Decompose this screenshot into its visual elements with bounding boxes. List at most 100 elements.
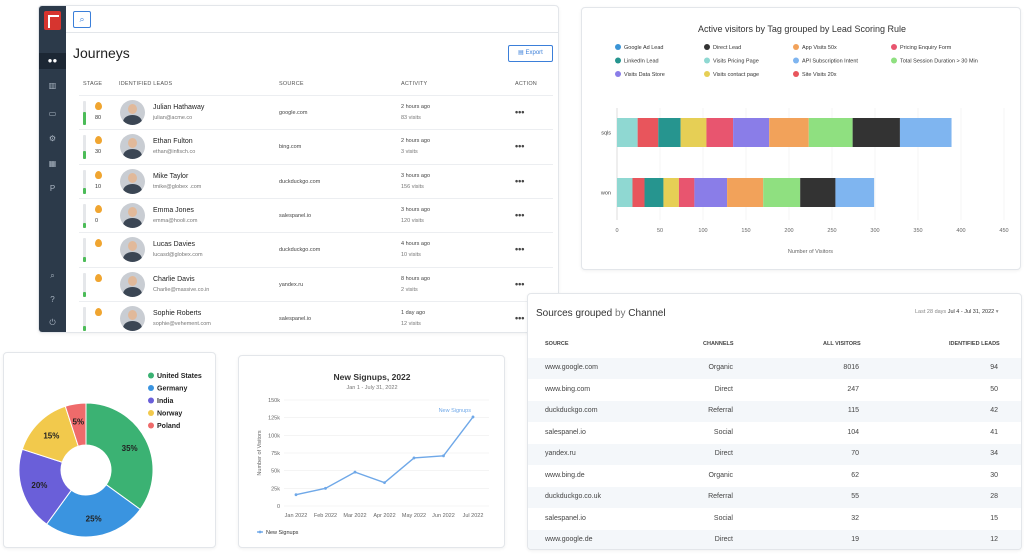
bar-segment[interactable] [852, 118, 900, 147]
action-menu-button[interactable]: ••• [515, 278, 525, 289]
action-menu-button[interactable]: ••• [515, 107, 525, 117]
table-row[interactable]: www.bing.de Organic 62 30 [545, 471, 998, 479]
table-row[interactable]: duckduckgo.co.uk Referral 55 28 [528, 487, 1021, 508]
lead-email: sophie@vehement.com [153, 320, 211, 327]
p-icon[interactable]: P [49, 184, 56, 193]
help-icon[interactable]: ? [50, 295, 55, 304]
col-stage: STAGE [83, 81, 103, 87]
legend-item: New Signups [266, 530, 299, 536]
bar-segment[interactable] [808, 118, 853, 147]
table-row[interactable]: 30 Ethan Fulton ethan@infisch.co bing.co… [79, 129, 553, 163]
lead-source: google.com [279, 110, 308, 116]
data-point[interactable] [383, 481, 386, 485]
data-point[interactable] [412, 456, 416, 460]
bar-segment[interactable] [617, 118, 638, 147]
bar-segment[interactable] [835, 178, 875, 207]
bar-segment[interactable] [694, 178, 728, 207]
avatar[interactable] [120, 237, 145, 263]
action-menu-button[interactable]: ••• [515, 209, 525, 220]
legend-swatch [615, 44, 621, 50]
pie-slice[interactable] [45, 483, 141, 538]
pie-slice[interactable] [85, 402, 154, 511]
bar-segment[interactable] [733, 118, 770, 147]
legend-swatch [891, 44, 897, 50]
data-point[interactable] [471, 415, 475, 419]
table-row[interactable]: Lucas Davies lucasd@globex.com duckduckg… [79, 232, 553, 266]
table-row[interactable]: www.bing.com Direct 247 50 [545, 385, 998, 393]
export-button[interactable]: ▤ Export [508, 45, 553, 62]
pie-slice[interactable] [64, 402, 87, 447]
legend-item: Pricing Enquiry Form [900, 45, 952, 51]
avatar[interactable] [120, 168, 145, 194]
bar-segment[interactable] [617, 178, 633, 207]
data-point[interactable] [324, 486, 327, 490]
search-icon[interactable]: ⌕ [50, 271, 55, 280]
bar-segment[interactable] [706, 118, 734, 147]
bar-segment[interactable] [644, 178, 664, 207]
search-button[interactable]: ⌕ [73, 11, 91, 28]
table-row[interactable]: www.google.de Direct 19 12 [528, 530, 1021, 549]
bar-segment[interactable] [769, 118, 809, 147]
table-row[interactable]: Charlie Davis Charlie@massive.co.in yand… [79, 266, 553, 301]
date-range-picker[interactable]: Last 28 days Jul 4 - Jul 31, 2022 ▾ [915, 309, 999, 315]
action-menu-button[interactable]: ••• [515, 312, 525, 323]
table-row[interactable]: yandex.ru Direct 70 34 [528, 444, 1021, 465]
lead-name[interactable]: Lucas Davies [153, 241, 196, 249]
bar-segment[interactable] [637, 118, 659, 147]
bar-segment[interactable] [663, 178, 679, 207]
y-tick-label: 75k [271, 451, 280, 457]
users-icon[interactable]: ●● [39, 53, 66, 69]
mail-icon[interactable]: ▭ [48, 109, 57, 118]
gear-icon[interactable]: ⚙ [48, 134, 57, 143]
power-icon[interactable]: ⏻ [49, 318, 56, 327]
table-row[interactable]: duckduckgo.com Referral 115 42 [528, 401, 1021, 422]
slice-label: 25% [86, 514, 102, 523]
action-menu-button[interactable]: ••• [515, 175, 525, 186]
bar-segment[interactable] [658, 118, 681, 147]
data-point[interactable] [442, 454, 445, 458]
col-action: ACTION [515, 81, 537, 87]
app-logo[interactable] [44, 11, 61, 30]
table-row[interactable]: www.google.com Organic 8016 94 [528, 358, 1021, 379]
lead-name[interactable]: Charlie Davis [153, 275, 195, 283]
col-leads: IDENTIFIED LEADS [119, 81, 173, 87]
avatar[interactable] [120, 305, 145, 331]
lead-name[interactable]: Sophie Roberts [153, 309, 202, 317]
avatar[interactable] [120, 100, 145, 125]
table-row[interactable]: Sophie Roberts sophie@vehement.com sales… [79, 300, 553, 332]
table-row[interactable]: 80 Julian Hathaway julian@acme.co google… [79, 95, 553, 129]
data-point[interactable] [353, 470, 357, 474]
action-menu-button[interactable]: ••• [515, 244, 525, 255]
action-menu-button[interactable]: ••• [515, 141, 525, 152]
fire-icon [95, 170, 102, 179]
bar-segment[interactable] [632, 178, 645, 207]
avatar[interactable] [120, 271, 145, 297]
pie-slice[interactable] [18, 448, 73, 525]
slice-label: 20% [31, 481, 47, 490]
legend-item: API Subscription Intent [802, 59, 858, 65]
chart-icon[interactable]: ▥ [48, 81, 57, 90]
bar-segment[interactable] [727, 178, 764, 207]
table-row[interactable]: 0 Emma Jones emma@hooli.com salespanel.i… [79, 197, 553, 232]
avatar[interactable] [120, 202, 145, 228]
lead-name[interactable]: Julian Hathaway [153, 104, 205, 111]
lead-name[interactable]: Emma Jones [153, 206, 194, 214]
fire-icon [95, 102, 102, 110]
bar-segment[interactable] [680, 118, 707, 147]
bar-segment[interactable] [899, 118, 952, 147]
table-row[interactable]: 10 Mike Taylor tmike@globex .com duckduc… [79, 163, 553, 198]
grid-icon[interactable]: ▦ [48, 159, 57, 168]
bar-segment[interactable] [678, 178, 695, 207]
bar-segment[interactable] [800, 178, 836, 207]
x-tick-label: 250 [827, 228, 836, 234]
table-row[interactable]: salespanel.io Social 32 15 [545, 514, 998, 522]
lead-name[interactable]: Mike Taylor [153, 172, 189, 180]
avatar[interactable] [120, 134, 145, 160]
bar-segment[interactable] [763, 178, 801, 207]
data-point[interactable] [294, 493, 298, 497]
table-row[interactable]: salespanel.io Social 104 41 [545, 428, 998, 436]
lead-name[interactable]: Ethan Fulton [153, 138, 193, 146]
y-axis-label: Number of Visitors [257, 430, 263, 475]
legend-item: Visits Pricing Page [713, 59, 759, 65]
x-tick-label: May 2022 [402, 513, 426, 519]
